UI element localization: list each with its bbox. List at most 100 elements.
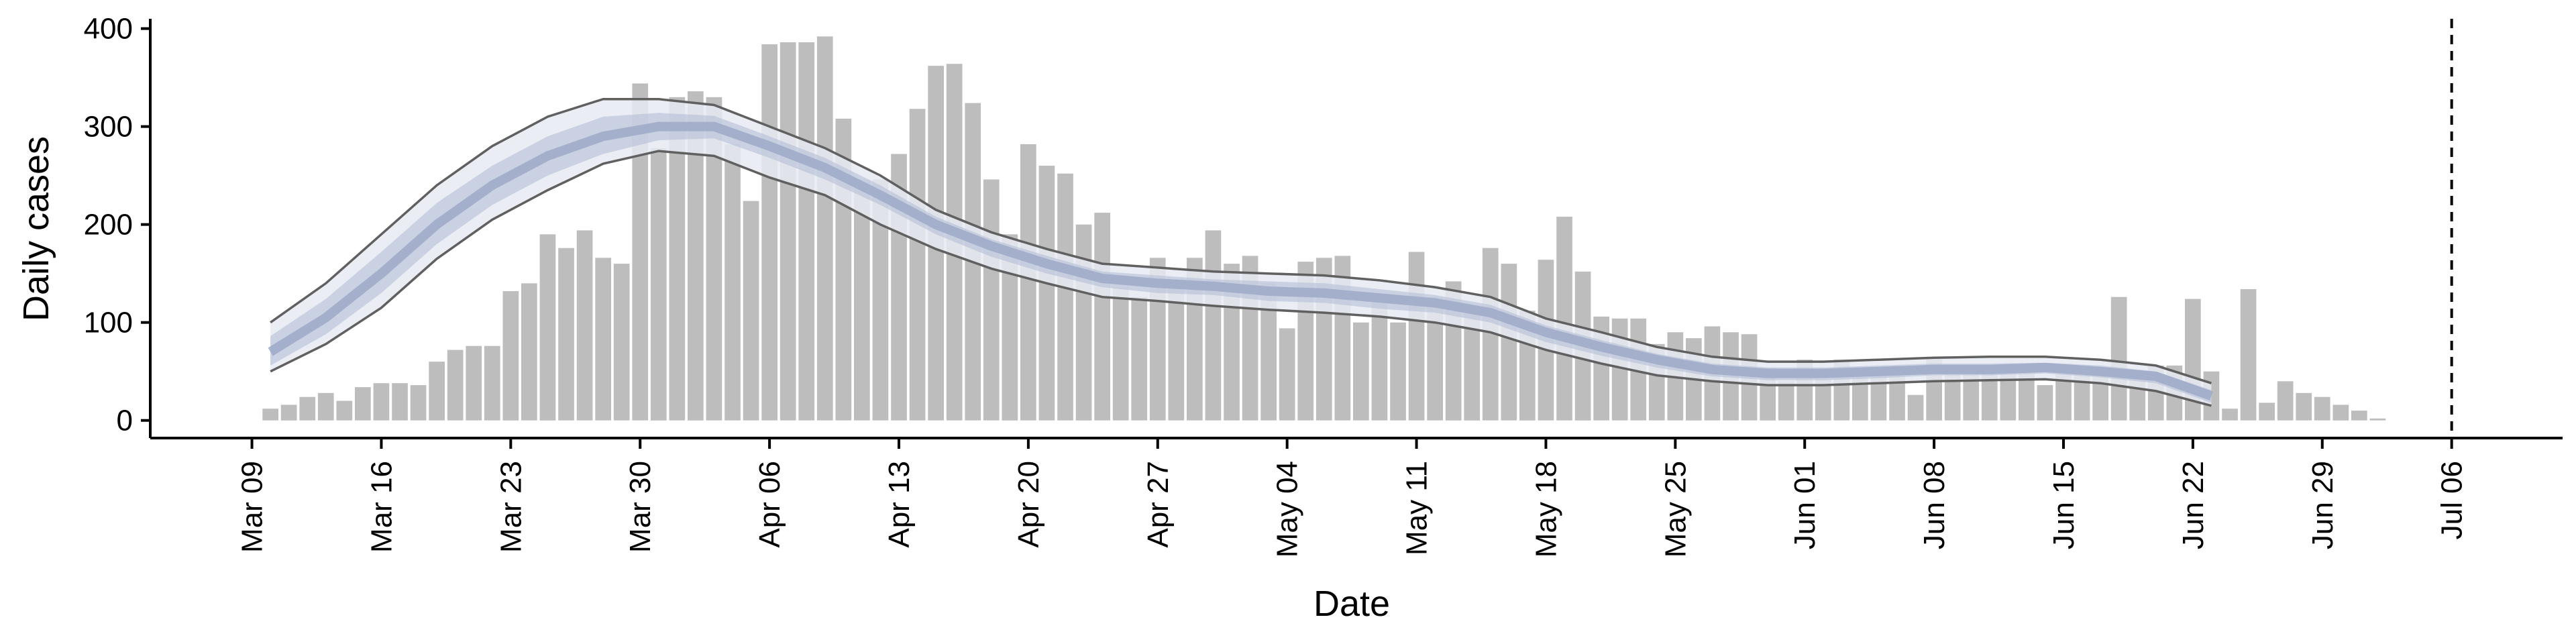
x-tick-label: Jul 06: [2436, 461, 2469, 539]
daily-cases-bar: [1963, 369, 1980, 421]
daily-cases-bar: [1944, 369, 1961, 421]
daily-cases-bar: [1131, 297, 1148, 421]
daily-cases-bar: [1094, 213, 1110, 421]
daily-cases-bar: [262, 409, 278, 421]
x-tick-label: Jun 15: [2047, 461, 2080, 549]
daily-cases-bar: [392, 383, 408, 421]
outer-lower-edge: [270, 150, 2212, 407]
x-tick-label: Jun 08: [1918, 461, 1951, 549]
x-tick-label: Mar 23: [494, 461, 527, 553]
y-ticks: 0 100 200 300 400: [84, 13, 150, 437]
daily-cases-bar: [2277, 381, 2294, 421]
daily-cases-bar: [2222, 409, 2238, 421]
daily-cases-bar: [909, 109, 926, 421]
y-axis-title: Daily cases: [16, 136, 56, 321]
y-tick-label: 300: [84, 111, 133, 144]
x-tick-label: Apr 06: [753, 461, 786, 548]
daily-cases-bar: [1427, 297, 1443, 421]
daily-cases-bar: [1002, 234, 1018, 421]
daily-cases-bar: [521, 283, 537, 421]
daily-cases-bar: [1371, 299, 1388, 421]
model-median-line: [268, 121, 2213, 400]
daily-cases-bar: [1260, 283, 1277, 421]
daily-cases-bar: [872, 179, 889, 421]
daily-cases-bar: [1907, 394, 1924, 421]
daily-cases-bar: [373, 383, 390, 421]
daily-cases-bar: [355, 387, 371, 421]
daily-cases-bar: [1020, 144, 1036, 421]
y-tick-label: 100: [84, 307, 133, 339]
daily-cases-bar: [2037, 385, 2053, 421]
daily-cases-bar: [502, 291, 519, 421]
daily-cases-bar: [1353, 322, 1369, 421]
x-tick-label: May 25: [1659, 461, 1692, 557]
x-tick-label: May 18: [1529, 461, 1562, 557]
model-bands: [268, 97, 2213, 407]
daily-cases-bar: [539, 234, 556, 421]
plot-area: [262, 19, 2453, 438]
daily-cases-bar: [632, 83, 649, 421]
x-tick-label: Mar 16: [365, 461, 398, 553]
x-tick-label: May 11: [1401, 461, 1434, 555]
daily-cases-bar: [2110, 297, 2127, 421]
daily-cases-bar: [1501, 264, 1517, 421]
x-tick-label: Jun 29: [2306, 461, 2339, 549]
daily-cases-bar: [2332, 405, 2349, 421]
daily-cases-bar: [1279, 328, 1295, 421]
outer-credible-band: [270, 99, 2212, 406]
daily-cases-bar: [798, 42, 815, 421]
x-ticks: Mar 09 Mar 16 Mar 23 Mar 30 Apr 06 Apr 13 Apr …: [236, 438, 2469, 557]
daily-cases-bar: [688, 91, 704, 421]
daily-cases-bar: [761, 44, 777, 421]
daily-cases-bar: [650, 148, 667, 421]
daily-cases-bar: [1205, 230, 1222, 421]
daily-cases-bar: [576, 230, 593, 421]
axes: 0 100 200 300 400 Mar 09 Mar 16 Mar 23 Mar 30 Ap…: [84, 13, 2563, 557]
daily-cases-bar: [1556, 217, 1572, 421]
daily-cases-bar: [466, 345, 482, 421]
daily-cases-bar: [706, 97, 722, 421]
daily-cases-bar: [816, 36, 833, 421]
daily-cases-bar: [613, 264, 630, 421]
daily-cases-bar: [983, 179, 1000, 421]
x-tick-label: Apr 13: [883, 461, 916, 548]
inner-credible-band: [270, 113, 2212, 403]
daily-cases-bar: [2259, 402, 2275, 421]
daily-cases-bar: [1981, 373, 1998, 421]
daily-cases-bar: [1815, 379, 1831, 421]
daily-cases-bar: [336, 400, 353, 421]
daily-cases-bar: [2369, 418, 2386, 421]
daily-cases-bar: [2296, 392, 2312, 421]
daily-cases-bar: [669, 97, 686, 421]
daily-cases-bar: [2351, 411, 2367, 421]
daily-cases-bar: [743, 201, 759, 421]
daily-cases-bar: [854, 179, 870, 421]
x-tick-label: Mar 09: [236, 461, 269, 553]
x-tick-label: Jun 01: [1788, 461, 1821, 549]
daily-cases-bar: [1038, 166, 1055, 421]
daily-cases-bar: [1778, 381, 1794, 421]
daily-cases-bar: [1057, 173, 1073, 421]
daily-cases-bar: [429, 362, 445, 421]
x-tick-label: Apr 20: [1012, 461, 1045, 548]
daily-cases-bar: [317, 392, 334, 421]
x-tick-label: Apr 27: [1142, 461, 1175, 548]
daily-cases-bar: [1112, 287, 1129, 421]
outer-upper-edge: [270, 97, 2212, 384]
daily-cases-bar: [724, 144, 741, 421]
daily-cases-bar: [780, 42, 796, 421]
daily-cases-bar: [1390, 322, 1406, 421]
daily-cases-bar: [280, 405, 297, 421]
y-tick-label: 200: [84, 209, 133, 241]
daily-cases-bar: [1408, 252, 1425, 421]
daily-cases-bar: [447, 350, 464, 421]
daily-cases-bar: [2240, 289, 2257, 421]
daily-cases-bar: [1482, 248, 1499, 421]
x-tick-label: Mar 30: [624, 461, 657, 553]
y-tick-label: 400: [84, 13, 133, 46]
daily-cases-bar: [299, 396, 316, 421]
daily-cases-bar: [410, 385, 427, 421]
y-tick-label: 0: [117, 405, 133, 437]
daily-cases-bar: [2074, 373, 2090, 421]
